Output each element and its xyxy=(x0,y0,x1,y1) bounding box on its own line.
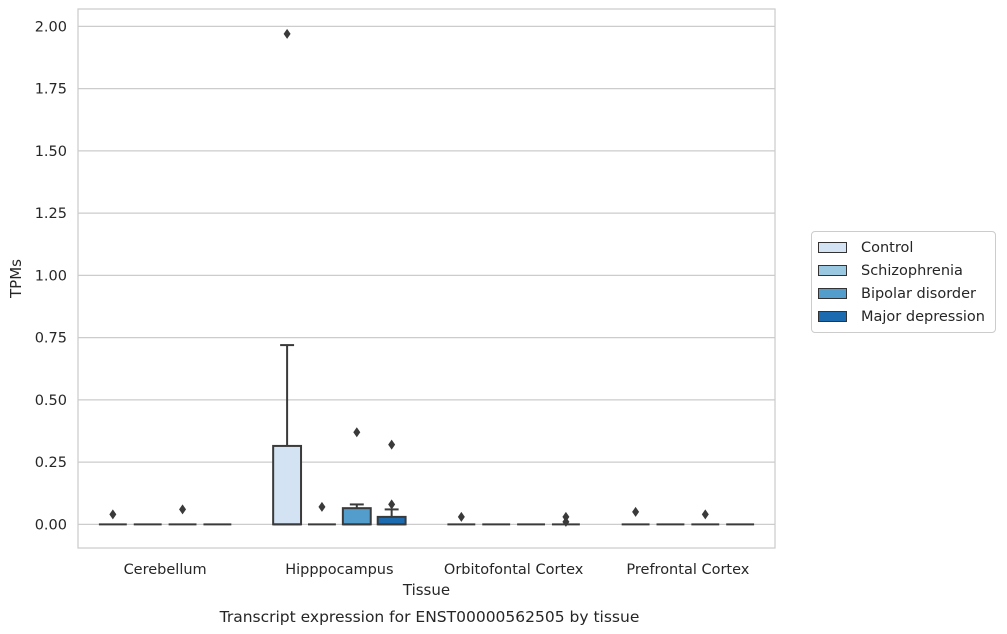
box-bipolar-disorder xyxy=(168,504,197,526)
plot-frame xyxy=(77,8,776,549)
x-axis-label: Tissue xyxy=(402,581,450,599)
legend-item: Schizophrenia xyxy=(812,259,995,282)
legend-swatch xyxy=(818,265,847,276)
y-tick-label: 0.50 xyxy=(35,393,67,409)
box-control xyxy=(98,509,127,526)
y-tick-label: 0.75 xyxy=(35,331,67,347)
grid-layer xyxy=(78,25,775,525)
y-tick-label: 2.00 xyxy=(35,19,67,35)
legend-label: Control xyxy=(861,239,914,256)
y-tick-label: 0.25 xyxy=(35,455,67,471)
box-control xyxy=(621,506,650,526)
outlier-marker xyxy=(701,509,709,520)
outlier-marker xyxy=(388,499,396,510)
tick-layer: 0.00 0.25 0.50 0.75 1.00 1.25 1.50 1.75 2.00 Cere… xyxy=(35,19,750,578)
legend-swatch xyxy=(818,288,847,299)
box-rect xyxy=(272,444,303,526)
box-major-depression xyxy=(551,511,580,527)
y-tick-label: 1.00 xyxy=(35,268,67,284)
outlier-marker xyxy=(109,509,117,520)
y-tick-label: 1.25 xyxy=(35,206,67,222)
x-tick-label: Hipppocampus xyxy=(285,562,393,578)
box-bipolar-disorder xyxy=(691,509,720,526)
outlier-marker xyxy=(388,439,396,450)
box-control xyxy=(272,28,303,526)
y-tick-label: 0.00 xyxy=(35,517,67,533)
x-tick-label: Prefrontal Cortex xyxy=(626,562,749,578)
box-control xyxy=(447,511,476,526)
y-tick-label: 1.50 xyxy=(35,144,67,160)
outlier-marker xyxy=(283,28,291,39)
legend-label: Bipolar disorder xyxy=(861,285,976,302)
chart-caption: Transcript expression for ENST0000056250… xyxy=(219,608,640,626)
outlier-marker xyxy=(457,511,465,522)
legend: Control Schizophrenia Bipolar disorder Majo… xyxy=(811,231,996,333)
box-schizophrenia xyxy=(308,501,336,526)
box-rect xyxy=(376,515,407,526)
box-bipolar-disorder xyxy=(341,427,372,526)
x-tick-label: Orbitofontal Cortex xyxy=(444,562,584,578)
legend-label: Schizophrenia xyxy=(861,262,963,279)
legend-swatch xyxy=(818,311,847,322)
legend-label: Major depression xyxy=(861,308,985,325)
y-tick-label: 1.75 xyxy=(35,82,67,98)
x-tick-label: Cerebellum xyxy=(124,562,207,578)
box-rect xyxy=(341,507,372,526)
legend-item: Bipolar disorder xyxy=(812,282,995,305)
box-major-depression xyxy=(376,439,407,526)
outlier-marker xyxy=(562,516,570,527)
outlier-marker xyxy=(632,506,640,517)
box-layer xyxy=(98,28,755,527)
legend-swatch xyxy=(818,242,847,253)
outlier-marker xyxy=(179,504,187,515)
legend-item: Major depression xyxy=(812,305,995,328)
legend-item: Control xyxy=(812,236,995,259)
y-axis-label: TPMs xyxy=(7,259,25,299)
outlier-marker xyxy=(353,427,361,438)
outlier-marker xyxy=(318,501,326,512)
